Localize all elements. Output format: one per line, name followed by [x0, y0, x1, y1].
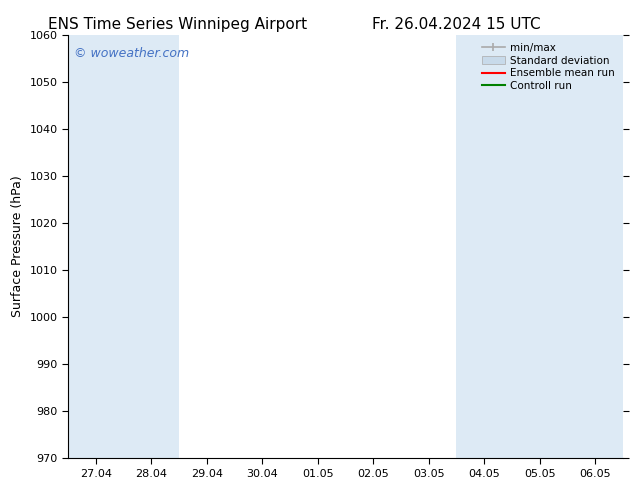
Bar [124, 35, 179, 459]
Bar [456, 35, 512, 459]
Bar [68, 35, 124, 459]
Legend: min/max, Standard deviation, Ensemble mean run, Controll run: min/max, Standard deviation, Ensemble me… [479, 40, 618, 94]
Y-axis label: Surface Pressure (hPa): Surface Pressure (hPa) [11, 176, 24, 318]
Bar [512, 35, 567, 459]
Text: © woweather.com: © woweather.com [74, 48, 189, 60]
Bar [567, 35, 623, 459]
Text: Fr. 26.04.2024 15 UTC: Fr. 26.04.2024 15 UTC [372, 17, 541, 32]
Text: ENS Time Series Winnipeg Airport: ENS Time Series Winnipeg Airport [48, 17, 307, 32]
